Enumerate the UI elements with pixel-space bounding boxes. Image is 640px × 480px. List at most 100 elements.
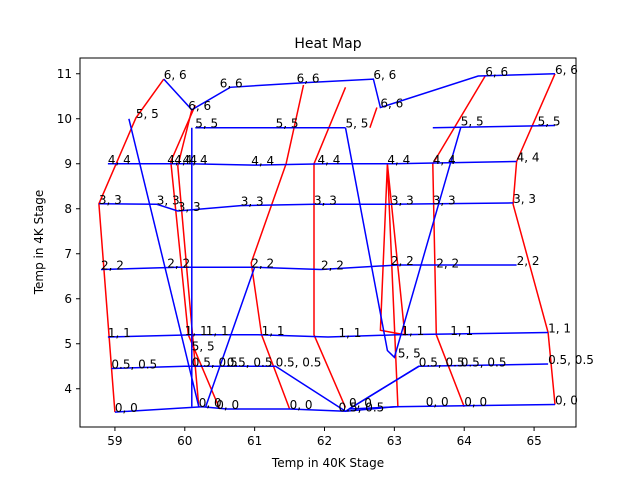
point-label-35: 3, 3 bbox=[178, 200, 201, 214]
point-label-7: 0, 0 bbox=[555, 394, 578, 408]
blue-line-4 bbox=[98, 202, 514, 212]
point-labels: 0, 0 0, 00, 0 0, 0 0, 0 0, 0 0, 0 0, 00.5, 0.5… bbox=[99, 63, 594, 415]
red-line-7 bbox=[512, 73, 556, 405]
red-line-1 bbox=[170, 104, 221, 410]
point-label-42: 4, 4 bbox=[167, 153, 190, 167]
point-label-2: 0, 0 bbox=[216, 398, 239, 412]
point-label-29: 2, 2 bbox=[321, 259, 344, 273]
point-label-54: 5, 5 bbox=[461, 115, 484, 129]
x-axis-ticks: 59 60 61 62 63 64 65 bbox=[107, 427, 542, 448]
point-label-8: 0.5, 0.5 bbox=[111, 358, 157, 372]
point-label-46: 4, 4 bbox=[318, 153, 341, 167]
point-label-23: 1, 1 bbox=[548, 322, 571, 336]
y-tick-label: 6 bbox=[64, 292, 72, 306]
point-label-61: 6, 6 bbox=[380, 97, 403, 111]
blue-line-8 bbox=[128, 118, 200, 407]
chart-title: Heat Map bbox=[294, 36, 361, 52]
red-line-3 bbox=[250, 84, 305, 410]
point-label-22: 1, 1 bbox=[450, 324, 473, 338]
point-label-15: 0.5, 0.5 bbox=[548, 353, 594, 367]
point-label-40: 3, 3 bbox=[513, 192, 536, 206]
point-label-19: 1, 1 bbox=[262, 324, 285, 338]
x-tick-label: 64 bbox=[457, 434, 472, 448]
blue-line-12 bbox=[204, 267, 256, 408]
x-tick-label: 62 bbox=[317, 434, 332, 448]
point-label-51: 5, 5 bbox=[195, 117, 218, 131]
blue-line-11 bbox=[348, 365, 420, 410]
point-label-1: 0, 0 bbox=[199, 396, 222, 410]
point-label-25: 5, 5 bbox=[398, 346, 421, 360]
blue-line-5 bbox=[107, 160, 517, 166]
point-label-6: 0, 0 bbox=[464, 395, 487, 409]
point-label-56: 6, 6 bbox=[164, 68, 187, 82]
point-label-37: 3, 3 bbox=[314, 193, 337, 207]
x-tick-label: 63 bbox=[387, 434, 402, 448]
point-label-39: 3, 3 bbox=[433, 193, 456, 207]
point-label-38: 3, 3 bbox=[391, 193, 414, 207]
blue-line-1 bbox=[111, 363, 549, 413]
point-label-43: 4, 4 bbox=[174, 153, 197, 167]
point-label-60: 6, 6 bbox=[373, 68, 396, 82]
y-tick-label: 4 bbox=[64, 382, 72, 396]
point-label-26: 2, 2 bbox=[101, 259, 124, 273]
point-label-16: 1, 1 bbox=[108, 326, 131, 340]
point-label-12: 0.5, 0.5 bbox=[339, 400, 385, 414]
point-label-5: 0, 0 bbox=[426, 395, 449, 409]
point-label-27: 2, 2 bbox=[167, 256, 190, 270]
point-label-41: 4, 4 bbox=[108, 153, 131, 167]
point-label-11: 0.5, 0.5 bbox=[276, 355, 322, 369]
y-tick-label: 8 bbox=[64, 202, 72, 216]
blue-line-7 bbox=[432, 124, 556, 129]
y-tick-label: 9 bbox=[64, 157, 72, 171]
point-label-33: 3, 3 bbox=[99, 193, 122, 207]
point-label-48: 4, 4 bbox=[433, 153, 456, 167]
point-label-34: 3, 3 bbox=[157, 193, 180, 207]
plot-lines bbox=[98, 73, 556, 413]
point-label-0: 0, 0 bbox=[115, 401, 138, 415]
point-label-18: 1, 1 bbox=[206, 324, 229, 338]
red-line-4 bbox=[313, 87, 347, 408]
red-line-0 bbox=[98, 78, 165, 413]
point-label-3: 0, 0 bbox=[290, 398, 313, 412]
point-label-47: 4, 4 bbox=[387, 153, 410, 167]
red-line-8 bbox=[369, 107, 378, 128]
x-axis-label: Temp in 40K Stage bbox=[271, 456, 384, 470]
point-label-50: 5, 5 bbox=[136, 107, 159, 121]
point-label-31: 2, 2 bbox=[436, 256, 459, 270]
point-label-21: 1, 1 bbox=[401, 324, 424, 338]
point-label-52: 5, 5 bbox=[276, 117, 299, 131]
point-label-13: 0.5, 0.5 bbox=[419, 355, 465, 369]
blue-line-0 bbox=[114, 403, 556, 413]
x-tick-label: 59 bbox=[107, 434, 122, 448]
x-tick-label: 65 bbox=[526, 434, 541, 448]
point-label-36: 3, 3 bbox=[241, 195, 264, 209]
point-label-63: 6, 6 bbox=[555, 63, 578, 77]
point-label-4: 0, 0 bbox=[349, 396, 372, 410]
point-label-9: 0.5, 0.5 bbox=[192, 355, 238, 369]
y-tick-label: 11 bbox=[57, 67, 72, 81]
blue-line-13 bbox=[344, 127, 462, 359]
point-label-17: 1, 1 bbox=[185, 324, 208, 338]
point-label-30: 2, 2 bbox=[391, 254, 414, 268]
point-label-14: 0.5, 0.5 bbox=[461, 355, 507, 369]
point-label-45: 4, 4 bbox=[251, 154, 274, 168]
point-label-24: 5, 5 bbox=[192, 340, 215, 354]
point-label-59: 6, 6 bbox=[297, 72, 320, 86]
point-label-20: 1, 1 bbox=[339, 326, 362, 340]
point-label-49: 4, 4 bbox=[517, 151, 540, 165]
y-tick-label: 5 bbox=[64, 337, 72, 351]
y-axis-label: Temp in 4K Stage bbox=[32, 190, 46, 296]
x-tick-label: 60 bbox=[177, 434, 192, 448]
point-label-55: 5, 5 bbox=[538, 115, 561, 129]
point-label-10: 0.5, 0.5 bbox=[227, 355, 273, 369]
point-label-62: 6, 6 bbox=[485, 65, 508, 79]
red-line-6 bbox=[432, 75, 486, 408]
point-label-44: 4, 4 bbox=[185, 153, 208, 167]
y-tick-label: 10 bbox=[57, 112, 72, 126]
point-label-32: 2, 2 bbox=[517, 254, 540, 268]
blue-line-9 bbox=[163, 73, 556, 111]
y-tick-label: 7 bbox=[64, 247, 72, 261]
point-label-53: 5, 5 bbox=[346, 117, 369, 131]
